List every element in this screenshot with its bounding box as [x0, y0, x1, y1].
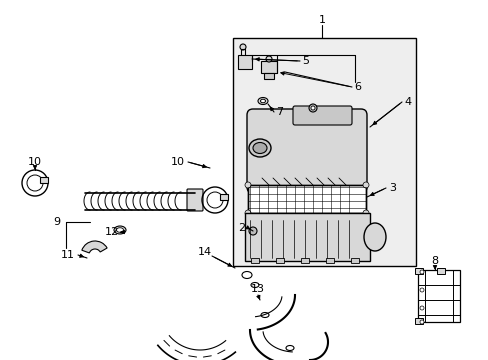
- Bar: [414, 268, 422, 274]
- Text: 7: 7: [276, 107, 283, 117]
- Bar: [232, 38, 415, 266]
- Ellipse shape: [114, 226, 126, 234]
- Bar: [244, 213, 369, 261]
- Ellipse shape: [260, 99, 265, 103]
- Text: 2: 2: [238, 223, 245, 233]
- FancyBboxPatch shape: [292, 106, 351, 125]
- Text: 6: 6: [354, 82, 361, 92]
- FancyBboxPatch shape: [186, 189, 203, 211]
- Ellipse shape: [258, 98, 267, 104]
- Circle shape: [244, 210, 250, 216]
- Circle shape: [362, 210, 368, 216]
- Bar: [40, 177, 48, 183]
- Circle shape: [308, 104, 316, 112]
- Text: 14: 14: [198, 247, 212, 257]
- Ellipse shape: [116, 228, 123, 232]
- Bar: [417, 270, 459, 322]
- Bar: [220, 194, 227, 200]
- Circle shape: [419, 306, 423, 310]
- Bar: [350, 258, 358, 263]
- Text: 5: 5: [302, 56, 309, 66]
- Bar: [247, 185, 365, 213]
- Text: 8: 8: [430, 256, 438, 266]
- Text: 9: 9: [53, 217, 61, 227]
- Text: 11: 11: [61, 250, 75, 260]
- Bar: [238, 55, 251, 69]
- Bar: [414, 318, 422, 324]
- Circle shape: [419, 320, 423, 324]
- Bar: [250, 258, 259, 263]
- FancyBboxPatch shape: [246, 109, 366, 193]
- Text: 3: 3: [389, 183, 396, 193]
- Text: 13: 13: [250, 284, 264, 294]
- Text: 4: 4: [404, 97, 411, 107]
- Bar: [247, 185, 365, 213]
- Text: 10: 10: [28, 157, 42, 167]
- Circle shape: [362, 182, 368, 188]
- Circle shape: [244, 182, 250, 188]
- Circle shape: [265, 56, 271, 62]
- Bar: [325, 258, 333, 263]
- Bar: [301, 258, 308, 263]
- Text: 10: 10: [171, 157, 184, 167]
- Circle shape: [248, 227, 257, 235]
- Circle shape: [419, 270, 423, 274]
- Bar: [261, 61, 276, 73]
- Text: 12: 12: [105, 227, 119, 237]
- Bar: [275, 258, 284, 263]
- Text: 1: 1: [318, 15, 325, 25]
- Ellipse shape: [363, 223, 385, 251]
- Ellipse shape: [252, 143, 266, 153]
- Circle shape: [240, 44, 245, 50]
- Wedge shape: [81, 241, 107, 253]
- Bar: [264, 73, 273, 79]
- Ellipse shape: [248, 139, 270, 157]
- Bar: [436, 268, 444, 274]
- Circle shape: [419, 288, 423, 292]
- Circle shape: [310, 106, 314, 110]
